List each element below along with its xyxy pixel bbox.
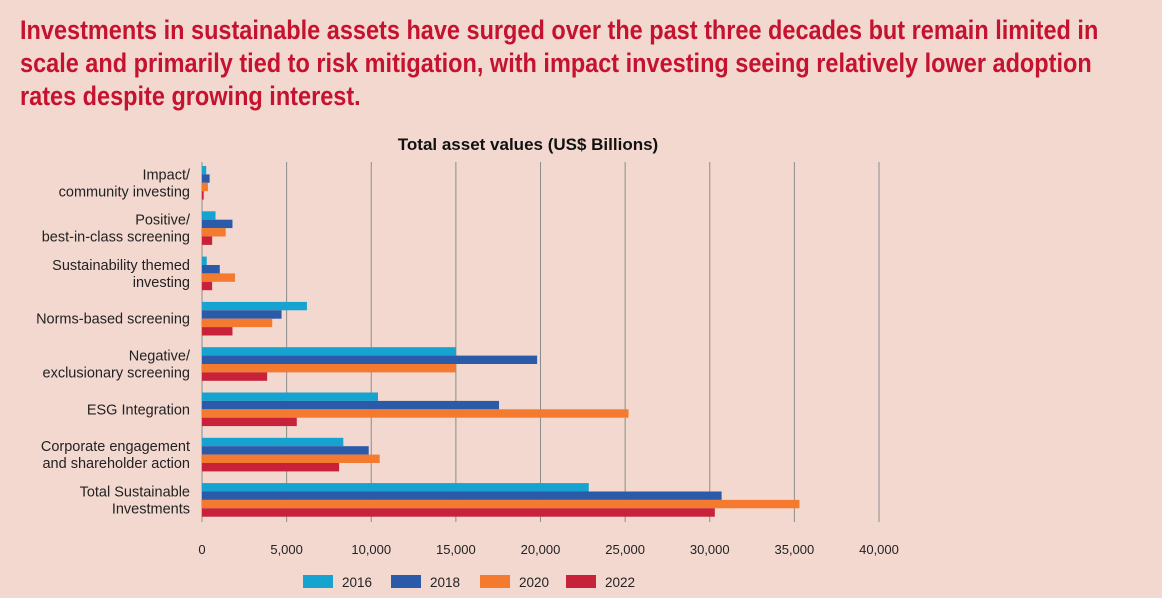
chart-title: Total asset values (US$ Billions) (398, 135, 658, 154)
bar (202, 281, 213, 291)
bar (202, 364, 456, 373)
bar (202, 491, 722, 500)
x-tick-label: 35,000 (774, 542, 814, 557)
bar (202, 446, 369, 455)
x-tick-label: 20,000 (521, 542, 561, 557)
bar (202, 347, 456, 356)
bar (202, 372, 268, 381)
bar (202, 211, 216, 220)
x-tick-label: 15,000 (436, 542, 476, 557)
bar (202, 182, 208, 192)
bar (202, 454, 380, 463)
bar (202, 310, 282, 319)
bar (202, 228, 226, 237)
category-label: Impact/community investing (59, 167, 191, 200)
bar (202, 318, 273, 328)
bar (202, 483, 589, 492)
bar (202, 499, 800, 509)
legend-swatch (480, 575, 510, 588)
bar (202, 355, 538, 364)
legend-swatch (566, 575, 596, 588)
bar (202, 191, 204, 200)
bar (202, 508, 715, 517)
legend-label: 2020 (519, 575, 549, 590)
category-labels: Impact/community investing Positive/best-… (36, 167, 191, 517)
bar (202, 236, 213, 245)
bar (202, 166, 207, 175)
legend-swatch (391, 575, 421, 588)
bar (202, 400, 500, 410)
legend-label: 2022 (605, 575, 635, 590)
page-headline: Investments in sustainable assets have s… (20, 15, 1099, 111)
category-label: Corporate engagement and shareholder acti… (41, 439, 190, 472)
legend-swatch (303, 575, 333, 588)
bar (202, 392, 379, 401)
x-tick-label: 5,000 (270, 542, 303, 557)
category-label: ESG Integration (87, 402, 190, 418)
category-label: Total Sustainable Investments (80, 484, 190, 517)
legend: 2016 2018 2020 2022 (303, 575, 635, 590)
bar (202, 437, 344, 447)
legend-label: 2016 (342, 575, 372, 590)
legend-label: 2018 (430, 575, 460, 590)
category-label: Positive/best-in-class screening (42, 213, 191, 246)
category-label: Sustainability themed investing (52, 258, 190, 291)
bar (202, 174, 210, 183)
bar (202, 409, 629, 418)
bar (202, 301, 307, 311)
bar (202, 417, 297, 427)
category-label: Norms-based screening (36, 312, 190, 328)
bar (202, 256, 207, 265)
x-tick-label: 10,000 (351, 542, 391, 557)
category-label: Negative/exclusionary screening (43, 349, 191, 382)
bar (202, 327, 233, 336)
bar (202, 273, 236, 282)
bars (202, 166, 800, 517)
bar (202, 265, 220, 274)
bar (202, 463, 340, 472)
x-tick-label: 25,000 (605, 542, 645, 557)
x-tick-label: 30,000 (690, 542, 730, 557)
x-tick-label: 0 (198, 542, 205, 557)
tick-labels: 0 5,000 10,000 15,000 20,000 25,000 30,000 35,0… (198, 542, 899, 557)
x-tick-label: 40,000 (859, 542, 899, 557)
bar (202, 219, 233, 229)
